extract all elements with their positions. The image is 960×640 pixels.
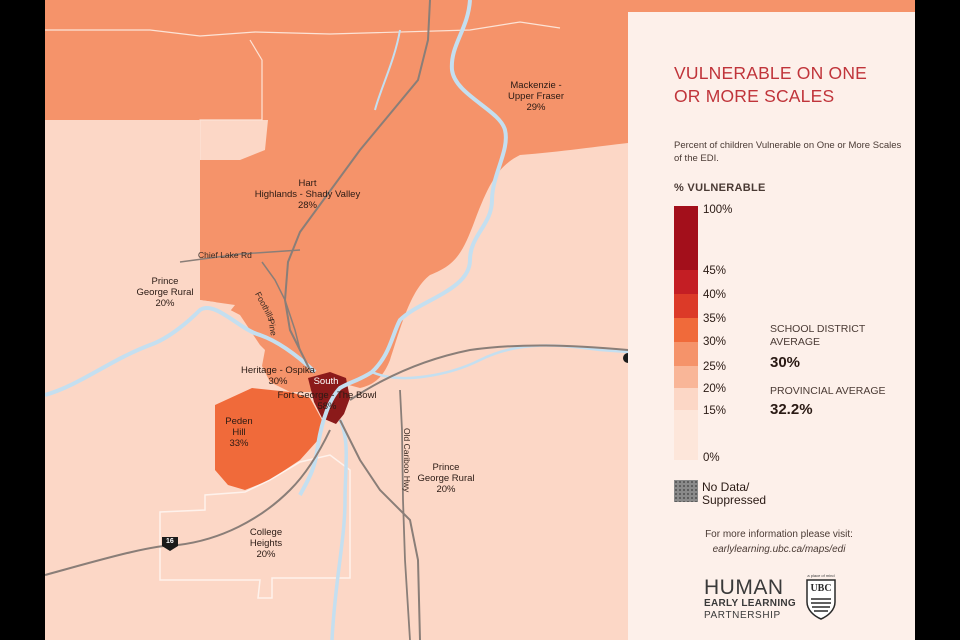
swatch-40 — [674, 294, 698, 318]
region-label-hart: Hart Highlands - Shady Valley 28% — [254, 178, 361, 211]
scale-heading: % VULNERABLE — [674, 182, 766, 194]
swatch-100 — [674, 206, 698, 270]
region-label-south: South — [313, 376, 339, 387]
region-label-college-heights: College Heights 20% — [249, 527, 283, 560]
region-peden-hill — [215, 388, 322, 490]
region-label-pg-rural-east: Prince George Rural 20% — [417, 462, 475, 495]
help-logo-line-2: EARLY LEARNING — [704, 598, 796, 609]
swatch-45 — [674, 270, 698, 294]
swatch-15 — [674, 410, 698, 460]
help-logo: HUMAN EARLY LEARNING PARTNERSHIP — [704, 577, 796, 622]
swatch-35 — [674, 318, 698, 342]
no-data-swatch — [674, 480, 698, 502]
region-label-pg-rural-west: Prince George Rural 20% — [136, 276, 194, 309]
nechako-river — [45, 306, 317, 397]
tick-label-20: 20% — [703, 383, 727, 395]
region-label-heritage: Heritage - Ospika 30% — [241, 365, 315, 387]
tick-label-40: 40% — [703, 289, 727, 301]
help-logo-line-1: HUMAN — [704, 576, 784, 599]
road-label-old-cariboo: Old Cariboo Hwy — [402, 428, 412, 493]
tick-label-100: 100% — [703, 204, 733, 216]
info-link[interactable]: earlylearning.ubc.ca/maps/edi — [712, 544, 846, 555]
tick-label-15: 15% — [703, 405, 727, 417]
old-cariboo-hwy — [399, 389, 411, 640]
boundary-college-heights — [159, 454, 351, 599]
ubc-motto: a place of mind — [807, 573, 834, 578]
road-label-hwy-16: 16 — [166, 538, 174, 545]
chief-lake-road — [179, 249, 301, 263]
region-label-fort-george: Fort George - The Bowl 58% — [277, 390, 377, 412]
fraser-river — [298, 0, 508, 496]
school-district-average-value: 30% — [770, 354, 801, 371]
tick-label-25: 25% — [703, 361, 727, 373]
ubc-logo-icon: a place of mind UBC — [806, 573, 836, 620]
tick-label-30: 30% — [703, 336, 727, 348]
legend-title: VULNERABLE ON ONE OR MORE SCALES — [674, 63, 868, 106]
provincial-average-value: 32.2% — [770, 401, 813, 418]
fraser-river-south — [330, 419, 348, 640]
hwy-97-south — [339, 419, 421, 640]
hwy-16-east — [349, 344, 761, 401]
info-text: For more information please visit: — [705, 529, 853, 540]
region-fort-george — [308, 372, 350, 424]
no-data-label: No Data/ Suppressed — [702, 480, 767, 507]
help-logo-line-3: PARTNERSHIP — [704, 610, 781, 621]
swatch-20 — [674, 388, 698, 410]
boundary-line-north — [45, 21, 561, 37]
provincial-average-label: PROVINCIAL AVERAGE — [770, 385, 886, 397]
tick-label-0: 0% — [703, 452, 720, 464]
region-pg-rural-west — [45, 120, 235, 490]
region-label-peden-hill: Peden Hill 33% — [225, 416, 253, 449]
foothills-road — [261, 261, 301, 351]
tick-label-35: 35% — [703, 313, 727, 325]
creek-north — [374, 29, 401, 111]
swatch-30 — [674, 342, 698, 366]
legend-subtitle: Percent of children Vulnerable on One or… — [674, 140, 902, 164]
hwy-16-shield — [162, 537, 178, 551]
swatch-25 — [674, 366, 698, 388]
hwy-97-north — [283, 0, 431, 371]
school-district-average-label: SCHOOL DISTRICT AVERAGE — [770, 323, 866, 348]
tick-label-45: 45% — [703, 265, 727, 277]
region-label-mackenzie: Mackenzie - Upper Fraser 29% — [508, 80, 564, 113]
hwy-16-west — [45, 429, 331, 576]
road-label-chief-lake: Chief Lake Rd — [198, 250, 252, 260]
ubc-text: UBC — [810, 583, 831, 594]
